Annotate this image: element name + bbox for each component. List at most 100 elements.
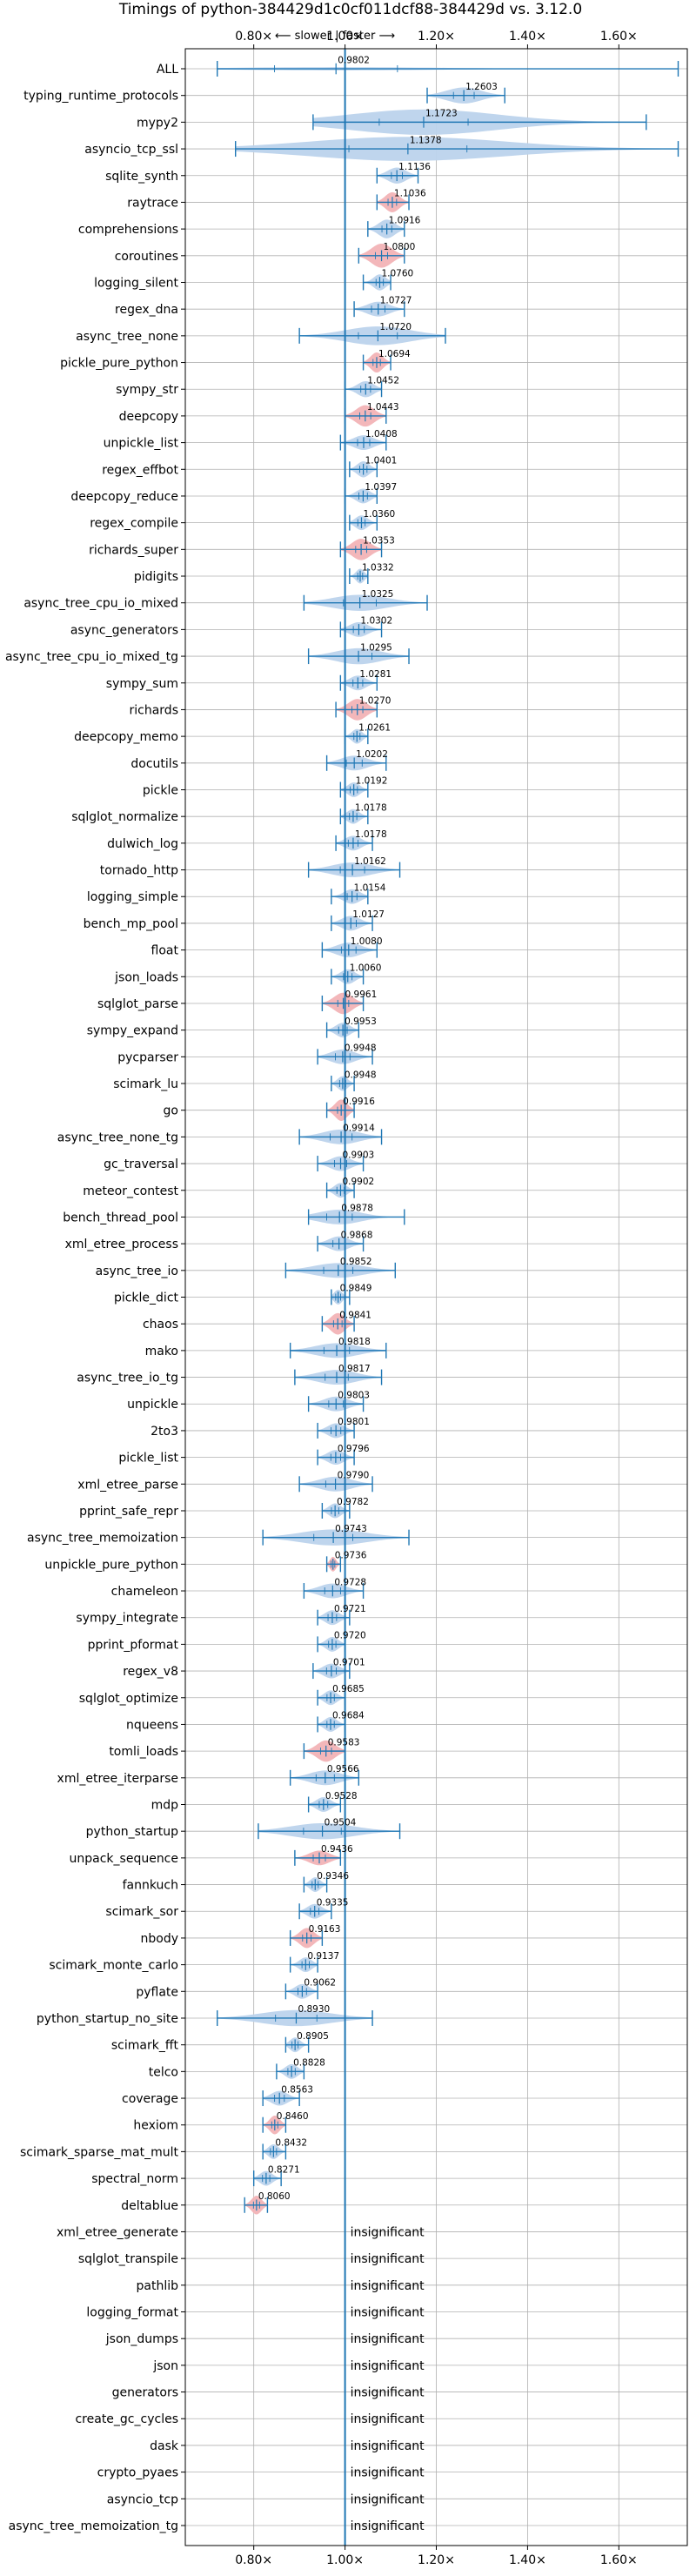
value-label: 0.8460 xyxy=(277,2111,309,2122)
insignificant-label: insignificant xyxy=(351,2466,425,2480)
benchmark-label: tomli_loads xyxy=(109,1745,178,1759)
value-label: 0.9728 xyxy=(334,1577,366,1587)
x-tick-label-bottom: 1.40× xyxy=(509,2553,546,2567)
value-label: 1.0281 xyxy=(359,669,392,680)
value-label: 1.0261 xyxy=(358,722,391,733)
benchmark-label: chaos xyxy=(143,1318,178,1332)
value-label: 0.8271 xyxy=(268,2164,300,2175)
benchmark-label: async_tree_none xyxy=(76,330,178,344)
value-label: 0.9961 xyxy=(345,989,378,1000)
value-label: 1.0080 xyxy=(351,936,383,947)
value-label: 1.0302 xyxy=(360,616,392,627)
value-label: 0.9062 xyxy=(304,1978,336,1989)
insignificant-label: insignificant xyxy=(351,2252,425,2266)
value-label: 1.1723 xyxy=(425,109,458,119)
benchmark-label: pyflate xyxy=(136,1985,178,1999)
benchmark-label: json_dumps xyxy=(105,2332,178,2346)
value-label: 0.9736 xyxy=(335,1551,367,1561)
value-label: 1.1136 xyxy=(398,162,431,172)
benchmark-label: scimark_sparse_mat_mult xyxy=(20,2145,178,2159)
value-label: 1.0452 xyxy=(367,375,399,386)
benchmark-label: async_tree_memoization xyxy=(27,1532,178,1546)
benchmark-label: create_gc_cycles xyxy=(75,2412,178,2426)
value-label: 0.9817 xyxy=(338,1364,371,1374)
benchmark-label: pickle_dict xyxy=(114,1291,179,1305)
value-label: 1.0178 xyxy=(355,802,387,813)
benchmark-label: unpickle_pure_python xyxy=(44,1558,178,1572)
benchmark-label: go xyxy=(164,1104,178,1118)
benchmark-label: unpickle_list xyxy=(104,437,179,451)
value-label: 0.8060 xyxy=(258,2191,291,2202)
value-label: 1.0916 xyxy=(389,215,421,225)
value-label: 1.0127 xyxy=(352,909,385,920)
value-label: 0.9849 xyxy=(340,1284,372,1294)
value-label: 0.9346 xyxy=(317,1871,349,1882)
benchmark-label: scimark_monte_carlo xyxy=(49,1959,178,1973)
benchmark-label: ALL xyxy=(157,63,178,77)
benchmark-label: xml_etree_process xyxy=(65,1238,178,1251)
value-label: 1.0178 xyxy=(355,829,387,840)
value-label: 0.9878 xyxy=(341,1204,373,1214)
value-label: 0.8905 xyxy=(297,2031,329,2042)
benchmark-label: fannkuch xyxy=(123,1879,178,1893)
benchmark-label: regex_v8 xyxy=(123,1665,178,1679)
value-label: 0.9802 xyxy=(338,55,370,65)
value-label: 1.0295 xyxy=(360,642,392,653)
plot-frame xyxy=(184,48,688,2546)
value-label: 1.0332 xyxy=(362,562,394,573)
value-label: 0.9948 xyxy=(345,1070,377,1080)
benchmark-label: sqlite_synth xyxy=(105,170,178,184)
benchmark-label: telco xyxy=(149,2065,178,2079)
benchmark-label: nqueens xyxy=(126,1718,178,1732)
value-label: 0.9684 xyxy=(332,1711,365,1721)
benchmark-label: 2to3 xyxy=(151,1425,178,1439)
benchmark-label: pycparser xyxy=(117,1050,178,1064)
benchmark-label: sqlglot_parse xyxy=(97,997,178,1011)
benchmark-label: raytrace xyxy=(127,196,178,210)
value-label: 1.0397 xyxy=(365,482,397,493)
value-label: 1.0270 xyxy=(359,696,392,707)
direction-subtitle: ⟵ slower | faster ⟶ xyxy=(275,30,395,43)
value-label: 0.9953 xyxy=(345,1016,377,1027)
value-label: 1.0408 xyxy=(365,429,398,439)
value-label: 0.9852 xyxy=(340,1257,372,1267)
value-label: 0.9914 xyxy=(343,1124,375,1134)
benchmark-label: dask xyxy=(150,2439,179,2453)
benchmark-label: richards_super xyxy=(89,543,178,557)
value-label: 0.8563 xyxy=(281,2084,313,2095)
value-label: 1.0800 xyxy=(384,242,416,252)
value-label: 0.9841 xyxy=(339,1310,371,1320)
benchmark-label: pprint_pformat xyxy=(88,1638,179,1652)
value-label: 1.0401 xyxy=(365,456,398,466)
value-label: 1.0760 xyxy=(381,269,413,279)
value-label: 0.9902 xyxy=(342,1177,374,1187)
value-label: 1.1378 xyxy=(410,135,442,145)
benchmark-label: scimark_lu xyxy=(113,1077,178,1091)
benchmark-label: deepcopy_memo xyxy=(74,730,178,744)
value-label: 0.9743 xyxy=(335,1524,367,1534)
value-label: 0.8432 xyxy=(275,2138,307,2149)
value-label: 0.9566 xyxy=(327,1764,359,1774)
insignificant-label: insignificant xyxy=(351,2492,425,2506)
x-tick-label-top: 1.40× xyxy=(509,30,546,44)
value-label: 0.9583 xyxy=(328,1737,360,1748)
insignificant-label: insignificant xyxy=(351,2225,425,2239)
benchmark-label: xml_etree_iterparse xyxy=(57,1772,178,1786)
value-label: 0.9803 xyxy=(338,1390,370,1400)
benchmark-label: typing_runtime_protocols xyxy=(23,90,178,104)
x-tick-label-bottom: 1.60× xyxy=(600,2553,638,2567)
value-label: 0.9436 xyxy=(321,1844,353,1855)
value-label: 0.9721 xyxy=(334,1604,366,1614)
benchmark-label: pprint_safe_repr xyxy=(79,1505,178,1519)
benchmark-label: regex_compile xyxy=(90,517,178,531)
benchmark-label: sqlglot_transpile xyxy=(78,2252,178,2266)
value-label: 0.9504 xyxy=(325,1817,357,1828)
benchmark-label: scimark_sor xyxy=(105,1905,178,1919)
benchmark-label: mypy2 xyxy=(137,116,178,130)
benchmark-label: async_tree_none_tg xyxy=(57,1130,178,1144)
benchmark-label: pidigits xyxy=(134,570,178,584)
benchmark-label: regex_effbot xyxy=(102,463,178,477)
insignificant-label: insignificant xyxy=(351,2279,425,2293)
benchmark-label: regex_dna xyxy=(115,303,178,317)
